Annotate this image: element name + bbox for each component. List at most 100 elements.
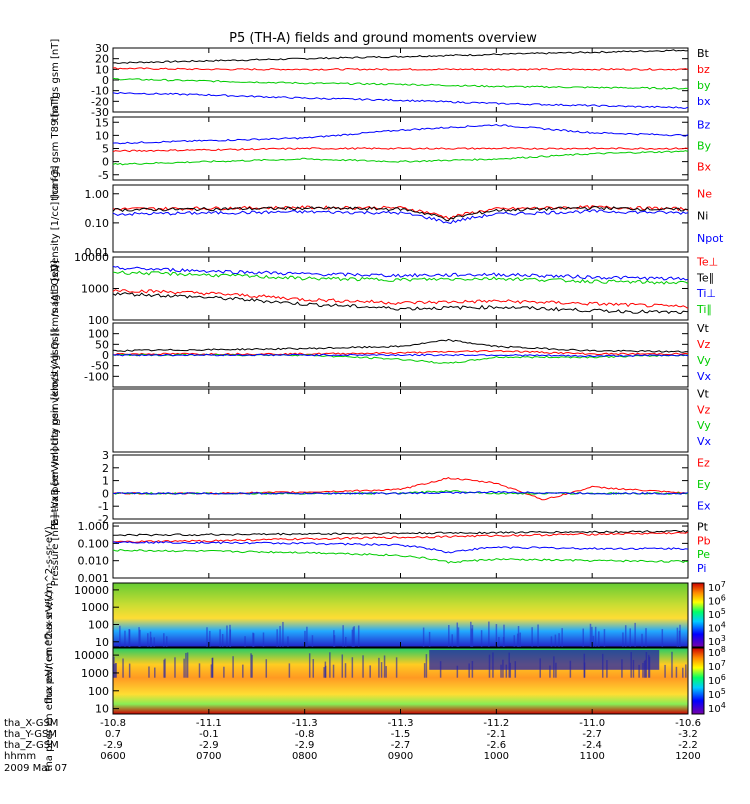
ephemeris-value: -2.9 — [295, 740, 315, 751]
spectrogram-streak — [265, 659, 268, 678]
y-tick-label: 0 — [102, 74, 109, 87]
y-tick-label: -30 — [91, 106, 109, 119]
y-tick-label: 1000 — [81, 667, 109, 680]
spectrogram-streak — [558, 633, 560, 647]
spectrogram-streak — [183, 658, 185, 678]
panel-frame — [112, 184, 689, 253]
colorbar — [691, 582, 705, 648]
spectrogram-streak — [353, 626, 355, 647]
series-bz — [112, 67, 689, 71]
spectrogram-streak — [279, 625, 281, 647]
spectrogram-streak — [226, 625, 228, 647]
spectrogram-streak — [598, 631, 600, 647]
spectrogram-streak — [122, 658, 124, 678]
legend-Ti∥: Ti∥ — [696, 303, 712, 316]
spectrogram-streak — [422, 627, 425, 647]
spectrogram-streak — [468, 663, 470, 678]
panel-frame — [112, 256, 689, 321]
series-Ti∥ — [112, 270, 689, 285]
series-bx — [112, 91, 689, 109]
spectrogram-streak — [221, 634, 224, 647]
ephemeris-value: -11.3 — [292, 718, 318, 729]
legend-Bt: Bt — [697, 47, 710, 60]
colorbar — [691, 647, 705, 715]
spectrogram-streak — [549, 665, 551, 678]
ephemeris-value: -0.1 — [199, 729, 219, 740]
spectrogram-streak — [351, 629, 354, 647]
series-Ne — [112, 205, 689, 220]
panel-4: 10000 1000 100 magt3 [eV] Te⊥ Te∥ Ti⊥ Ti∥ — [50, 251, 718, 327]
legend-Ex: Ex — [697, 499, 711, 512]
spectrogram-streak — [287, 636, 289, 647]
spectrogram-streak — [163, 659, 165, 678]
series-Ex — [112, 490, 689, 495]
y-tick-label: 0 — [102, 349, 109, 362]
spectrogram-streak — [629, 628, 631, 647]
y-tick-label: 0.100 — [78, 537, 110, 550]
spectrogram-streak — [153, 637, 155, 647]
legend-Pi: Pi — [697, 562, 706, 575]
spectrogram-streak — [332, 664, 335, 678]
spectrogram-streak — [362, 655, 364, 678]
y-tick-label: 15 — [95, 116, 109, 129]
y-tick-label: 100 — [88, 685, 109, 698]
spectrogram-streak — [210, 664, 213, 678]
spectrogram-streak — [308, 653, 311, 678]
spectrogram-streak — [589, 623, 592, 647]
y-tick-label: 1.000 — [78, 520, 110, 533]
ephemeris-value: -2.1 — [487, 729, 507, 740]
spectrogram-streak — [583, 662, 586, 678]
spectrogram-streak — [329, 652, 331, 678]
spectrogram-streak — [641, 633, 643, 647]
spectrogram-streak — [513, 635, 516, 647]
spectrogram-streak — [244, 636, 246, 647]
y-tick-label: -1 — [98, 500, 109, 513]
ephemeris-value: -2.6 — [487, 740, 507, 751]
legend-bx: bx — [697, 95, 711, 108]
spectrogram-streak — [250, 653, 252, 678]
series-Pi — [112, 540, 689, 554]
y-tick-label: 0 — [102, 487, 109, 500]
spectrogram-streak — [622, 632, 624, 647]
y-tick-label: -10 — [91, 85, 109, 98]
spectrogram-streak — [624, 625, 627, 647]
ephemeris-value: -0.8 — [295, 729, 315, 740]
colorbar-label: 108 — [708, 645, 726, 659]
y-tick-label: 10 — [95, 636, 109, 649]
spectrogram-streak — [232, 656, 234, 678]
spectrogram-streak — [186, 652, 189, 678]
y-tick-label: 100 — [88, 618, 109, 631]
spectrogram-streak — [128, 629, 130, 647]
spectrogram-streak — [645, 628, 647, 647]
spectrogram-field — [112, 582, 689, 648]
spectrogram-1: 10000 1000 100 10 tha peir en eflux eV/(cm^2… — [44, 526, 726, 704]
y-tick-label: 10000 — [74, 584, 109, 597]
ephemeris-label: tha_Z-GSM — [4, 740, 59, 751]
spectrogram-streak — [502, 637, 505, 647]
y-tick-label: 0 — [102, 156, 109, 169]
spectrogram-streak — [165, 636, 168, 647]
spectrogram-streak — [488, 621, 490, 647]
spectrogram-streak — [251, 654, 253, 678]
ephemeris-value: -11.2 — [483, 718, 509, 729]
series-Te∥ — [112, 292, 689, 315]
spectrogram-streak — [198, 663, 201, 678]
panel-8: 1.000 0.100 0.010 0.001 Pressure [nPa] PtPbPe… — [50, 515, 711, 587]
spectrogram-streak — [206, 627, 208, 647]
colorbar-label: 104 — [708, 621, 726, 635]
spectrogram-panels: 10000 1000 100 10 tha peir en eflux eV/(cm^2… — [44, 526, 726, 771]
spectrogram-streak — [516, 633, 519, 647]
y-axis-label: Pressure [nPa] — [50, 515, 61, 587]
spectrogram-streak — [603, 629, 606, 647]
spectrogram-streak — [425, 654, 428, 678]
y-tick-label: 1000 — [81, 601, 109, 614]
y-axis-label: tha fgs gsm [nT] — [50, 39, 61, 122]
y-axis-label: E=-VxB [mV/m] — [50, 448, 61, 526]
spectrogram-streak — [505, 664, 508, 678]
ephemeris-label: tha_X-GSM — [4, 718, 58, 729]
y-tick-label: 1 — [102, 475, 109, 488]
spectrogram-streak — [342, 625, 344, 647]
spectrogram-streak — [471, 625, 474, 647]
